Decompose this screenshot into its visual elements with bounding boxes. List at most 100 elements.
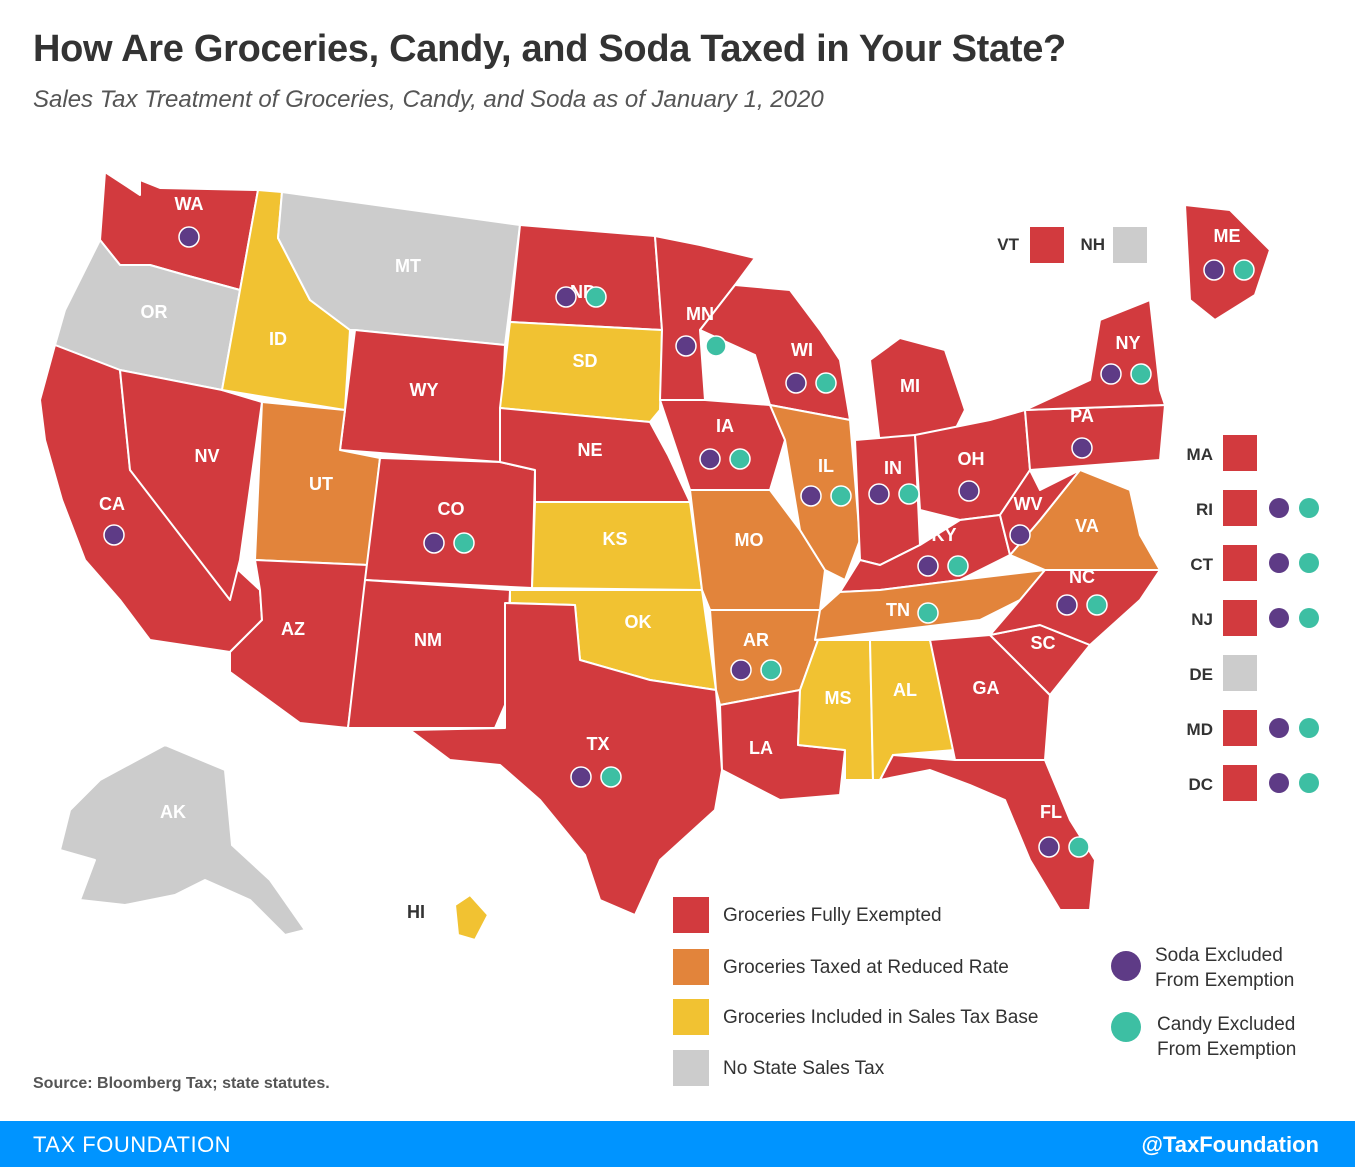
source-note: Source: Bloomberg Tax; state statutes. [33, 1075, 330, 1092]
state-shape-pa[interactable] [1024, 404, 1166, 471]
state-shape-co[interactable] [364, 457, 536, 589]
small-state-box-ma[interactable] [1223, 435, 1257, 471]
soda-marker-oh [958, 480, 980, 502]
state-shape-tx[interactable] [409, 602, 723, 916]
state-label-mi: MI [900, 376, 920, 396]
soda-marker-dc [1269, 773, 1289, 793]
soda-marker-co [423, 532, 445, 554]
state-shape-hi[interactable] [454, 894, 489, 941]
legend-label-none: No State Sales Tax [723, 1058, 885, 1079]
soda-marker-mn [675, 335, 697, 357]
small-state-box-ri[interactable] [1223, 490, 1257, 526]
soda-marker-fl [1038, 836, 1060, 858]
soda-marker-ny [1100, 363, 1122, 385]
state-label-or: OR [141, 302, 168, 322]
small-state-box-nj[interactable] [1223, 600, 1257, 636]
state-shape-nd[interactable] [509, 224, 663, 331]
soda-marker-ca [103, 524, 125, 546]
soda-marker-wv [1009, 524, 1031, 546]
legend-swatch-none [673, 1050, 709, 1086]
state-label-la: LA [749, 738, 773, 758]
small-state-label-vt: VT [997, 235, 1019, 254]
legend-candy-line1: Candy Excluded [1157, 1014, 1295, 1035]
candy-marker-dc [1299, 773, 1319, 793]
state-label-ok: OK [625, 612, 652, 632]
state-label-wv: WV [1014, 494, 1043, 514]
small-state-label-nh: NH [1080, 235, 1105, 254]
state-label-fl: FL [1040, 802, 1062, 822]
soda-marker-nc [1056, 594, 1078, 616]
state-label-mt: MT [395, 256, 421, 276]
soda-marker-me [1203, 259, 1225, 281]
soda-marker-il [800, 485, 822, 507]
legend-soda-line2: From Exemption [1155, 970, 1294, 991]
state-label-tn: TN [886, 600, 910, 620]
soda-marker-ar [730, 659, 752, 681]
footer-brand: TAX FOUNDATION [33, 1132, 232, 1157]
state-label-wi: WI [791, 340, 813, 360]
small-state-label-ct: CT [1190, 555, 1213, 574]
soda-marker-pa [1071, 437, 1093, 459]
state-shape-ms[interactable] [797, 639, 874, 781]
state-shape-ny[interactable] [1024, 299, 1166, 411]
state-label-mn: MN [686, 304, 714, 324]
state-label-il: IL [818, 456, 834, 476]
soda-marker-wi [785, 372, 807, 394]
legend-label-reduced: Groceries Taxed at Reduced Rate [723, 957, 1009, 978]
legend-label-exempt: Groceries Fully Exempted [723, 905, 942, 926]
state-label-tx: TX [586, 734, 609, 754]
candy-marker-nd [585, 286, 607, 308]
state-label-ky: KY [931, 525, 956, 545]
candy-marker-ia [729, 448, 751, 470]
soda-marker-tx [570, 766, 592, 788]
us-map: WAORCANVIDMTWYUTAZCONMNDSDNEKSOKTXMNIAMO… [39, 171, 1319, 1086]
state-label-ut: UT [309, 474, 333, 494]
state-label-wy: WY [410, 380, 439, 400]
candy-marker-ct [1299, 553, 1319, 573]
state-label-nv: NV [194, 446, 219, 466]
candy-marker-tx [600, 766, 622, 788]
small-state-label-md: MD [1187, 720, 1213, 739]
state-label-ar: AR [743, 630, 769, 650]
state-label-ny: NY [1115, 333, 1140, 353]
soda-marker-in [868, 483, 890, 505]
soda-marker-nd [555, 286, 577, 308]
candy-marker-ny [1130, 363, 1152, 385]
state-label-nm: NM [414, 630, 442, 650]
state-shape-nm[interactable] [347, 579, 511, 729]
legend-soda-icon [1111, 951, 1141, 981]
candy-marker-md [1299, 718, 1319, 738]
small-state-box-vt[interactable] [1030, 227, 1064, 263]
state-label-mo: MO [735, 530, 764, 550]
state-label-nc: NC [1069, 567, 1095, 587]
small-state-box-dc[interactable] [1223, 765, 1257, 801]
footer-handle[interactable]: @TaxFoundation [1141, 1132, 1319, 1157]
candy-marker-nj [1299, 608, 1319, 628]
candy-marker-nc [1086, 594, 1108, 616]
state-shape-mo[interactable] [689, 489, 826, 611]
soda-marker-md [1269, 718, 1289, 738]
state-label-ms: MS [825, 688, 852, 708]
small-state-box-de[interactable] [1223, 655, 1257, 691]
state-shape-fl[interactable] [879, 754, 1096, 911]
small-state-box-md[interactable] [1223, 710, 1257, 746]
legend-swatch-exempt [673, 897, 709, 933]
legend-swatch-included [673, 999, 709, 1035]
state-label-az: AZ [281, 619, 305, 639]
legend-soda-line1: Soda Excluded [1155, 945, 1283, 966]
soda-marker-ri [1269, 498, 1289, 518]
candy-marker-fl [1068, 836, 1090, 858]
state-label-id: ID [269, 329, 287, 349]
soda-marker-wa [178, 226, 200, 248]
small-state-box-nh[interactable] [1113, 227, 1147, 263]
candy-marker-ri [1299, 498, 1319, 518]
state-label-co: CO [438, 499, 465, 519]
small-state-box-ct[interactable] [1223, 545, 1257, 581]
state-shape-me[interactable] [1184, 204, 1271, 321]
small-state-label-dc: DC [1188, 775, 1213, 794]
state-shape-sd[interactable] [499, 321, 663, 423]
soda-marker-nj [1269, 608, 1289, 628]
state-label-me: ME [1214, 226, 1241, 246]
small-state-label-nj: NJ [1191, 610, 1213, 629]
state-shape-ak[interactable] [59, 744, 306, 936]
